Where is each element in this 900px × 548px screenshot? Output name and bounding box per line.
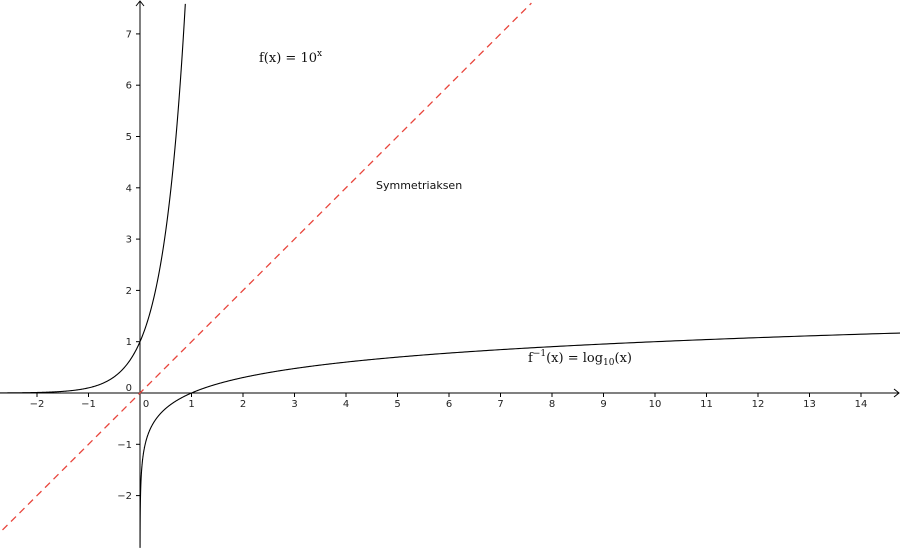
x-tick-label: 6 [446,399,452,410]
label-f-base: f(x) = 10 [259,51,317,66]
label-inv-end: (x) [615,351,632,366]
x-tick-label: 0 [143,399,149,410]
series-label-exponential: f(x) = 10x [259,49,322,66]
x-tick-label: 9 [600,399,606,410]
series-line-symmetry-axis [0,2,532,534]
y-tick-label: −2 [117,491,132,502]
x-tick-label: 2 [240,399,246,410]
series-label-logarithm: f−1(x) = log10(x) [528,349,632,368]
y-tick-label: 2 [126,286,132,297]
y-axis-arrow [135,0,145,7]
x-tick-label: 3 [291,399,297,410]
label-inv-base: f [528,351,534,366]
x-tick-label: 11 [700,399,713,410]
y-tick-label: 6 [126,81,132,92]
x-tick-label: 1 [188,399,194,410]
x-tick-label: 14 [855,399,868,410]
x-tick-label: 4 [343,399,349,410]
x-tick-label: −2 [30,399,45,410]
y-tick-label: 7 [126,29,132,40]
x-tick-label: 8 [549,399,555,410]
x-tick-label: 10 [649,399,662,410]
series-label-symmetry-axis: Symmetriaksen [376,179,462,192]
x-axis-arrow [893,388,900,398]
label-inv-sub: 10 [603,358,615,368]
y-tick-label: 5 [126,132,132,143]
x-tick-label: −1 [81,399,96,410]
series-line-exponential [0,3,186,394]
y-tick-label: −1 [117,440,132,451]
y-tick-label: 0 [126,383,132,394]
y-tick-label: 3 [126,235,132,246]
series-line-logarithm [139,332,900,548]
label-inv-mid: (x) = log [546,351,603,366]
label-inv-sup: −1 [533,349,546,359]
y-tick-label: 1 [126,337,132,348]
x-tick-label: 5 [394,399,400,410]
label-f-sup: x [317,49,322,59]
curve-labels: f(x) = 10x Symmetriaksen f−1(x) = log10(… [259,49,632,368]
x-tick-label: 12 [752,399,765,410]
y-tick-label: 4 [126,183,132,194]
x-tick-label: 7 [497,399,503,410]
x-tick-label: 13 [803,399,816,410]
